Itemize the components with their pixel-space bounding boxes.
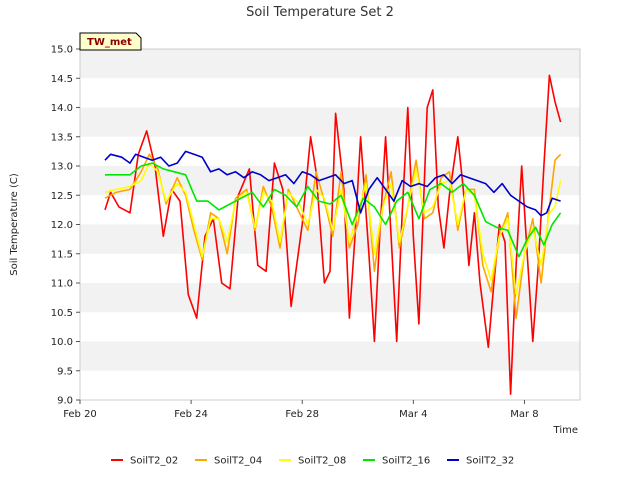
series-line-SoilT2_02 <box>104 74 562 396</box>
series-line-SoilT2_16 <box>105 162 562 258</box>
grid-bands <box>80 49 580 400</box>
legend-label: SoilT2_32 <box>466 456 514 467</box>
x-tick-label: Mar 4 <box>399 409 427 420</box>
y-tick-label: 14.5 <box>51 74 73 85</box>
grid-band <box>80 341 580 371</box>
x-tick-label: Feb 24 <box>174 409 208 420</box>
y-tick-label: 10.0 <box>51 337 73 348</box>
x-axis-label: Time <box>553 425 578 436</box>
legend-label: SoilT2_02 <box>130 456 178 467</box>
x-axis: Feb 20 Feb 24 Feb 28 Mar 4 Mar 8 <box>63 400 539 420</box>
y-tick-label: 12.5 <box>51 191 73 202</box>
legend: SoilT2_02 SoilT2_04 SoilT2_08 SoilT2_16 Soil… <box>111 456 514 467</box>
grid-band <box>80 283 580 313</box>
y-axis: 9.0 9.5 10.0 10.5 11.0 11.5 12.0 12.5 13.0 13.5 14… <box>51 45 80 407</box>
site-label: TW_met <box>87 37 132 48</box>
legend-label: SoilT2_16 <box>382 456 430 467</box>
x-tick-label: Mar 8 <box>510 409 538 420</box>
y-tick-label: 12.0 <box>51 220 73 231</box>
grid-band <box>80 107 580 137</box>
series-line-SoilT2_32 <box>104 150 561 217</box>
y-tick-label: 9.0 <box>57 396 73 407</box>
y-axis-label: Soil Temperature (C) <box>9 173 20 276</box>
x-tick-label: Feb 20 <box>63 409 97 420</box>
chart-title: Soil Temperature Set 2 <box>246 5 394 20</box>
y-tick-label: 13.0 <box>51 162 73 173</box>
site-label-frame <box>79 32 142 51</box>
site-label-badge: TW_met <box>79 32 142 51</box>
x-tick-label: Feb 28 <box>285 409 319 420</box>
series-line-SoilT2_08 <box>104 162 562 296</box>
y-tick-label: 15.0 <box>51 45 73 56</box>
grid-band <box>80 49 580 79</box>
series-lines <box>104 74 562 396</box>
legend-label: SoilT2_08 <box>298 456 346 467</box>
y-tick-label: 11.0 <box>51 279 73 290</box>
legend-label: SoilT2_04 <box>214 456 262 467</box>
y-tick-label: 11.5 <box>51 249 73 260</box>
series-line-SoilT2_04 <box>104 153 562 319</box>
y-tick-label: 9.5 <box>57 366 73 377</box>
y-tick-label: 13.5 <box>51 132 73 143</box>
y-tick-label: 14.0 <box>51 103 73 114</box>
y-tick-label: 10.5 <box>51 308 73 319</box>
